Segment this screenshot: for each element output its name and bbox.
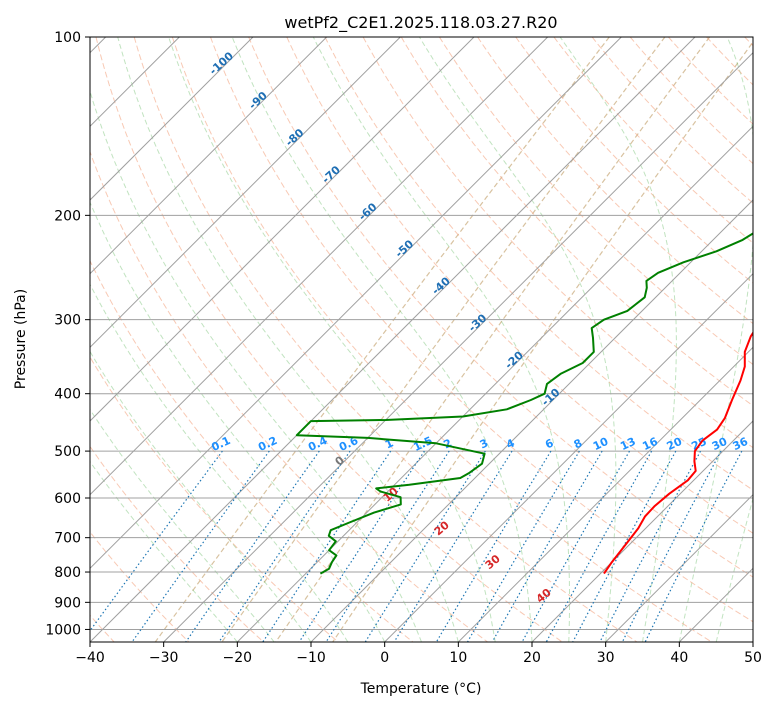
- dry-adiabat-line: [477, 37, 753, 325]
- mixing-ratio-line: [435, 450, 552, 642]
- mixing-ratio-label: 36: [731, 435, 751, 453]
- x-axis-ticks: −40 −30 −20 −10 0 10 20 30 40 50: [75, 642, 762, 666]
- dry-adiabat-line: [133, 37, 638, 642]
- y-tick-label: 600: [54, 491, 81, 507]
- dry-adiabat-line: [400, 37, 753, 407]
- y-tick-label: 500: [54, 444, 81, 460]
- x-tick-label: −30: [149, 650, 179, 666]
- y-tick-label: 800: [54, 565, 81, 581]
- x-tick-label: −20: [223, 650, 253, 666]
- moist-adiabat-line: [418, 37, 617, 642]
- moist-adiabat-line: [90, 408, 275, 642]
- moist-adiabat-line: [678, 37, 753, 642]
- x-tick-label: 30: [597, 650, 615, 666]
- plot-frame: [89, 36, 754, 643]
- isotherm-line: [163, 51, 753, 642]
- x-tick-label: −10: [296, 650, 326, 666]
- isotherm-line: [384, 272, 753, 642]
- dry-adiabat-line: [438, 37, 753, 366]
- dry-adiabat-line: [591, 37, 753, 204]
- isotherm-line: [90, 37, 475, 422]
- moist-adiabat-line: [312, 37, 570, 642]
- mixing-ratio-line: [545, 450, 653, 642]
- x-tick-label: 20: [523, 650, 541, 666]
- y-axis-ticks: 100 200 300 400 500 600 700 800 900 1000: [45, 30, 90, 638]
- mixing-ratio-line: [364, 450, 486, 642]
- isotherm-line: [90, 37, 622, 570]
- mixing-ratio-line: [393, 450, 513, 642]
- y-tick-label: 1000: [45, 622, 81, 638]
- isotherm-line: [457, 346, 753, 642]
- y-tick-label: 100: [54, 30, 81, 46]
- mixing-ratio-line: [131, 450, 270, 642]
- x-tick-label: 0: [380, 650, 389, 666]
- x-tick-label: 40: [670, 650, 688, 666]
- mixing-ratio-line: [466, 450, 580, 642]
- profile-series: [295, 232, 753, 575]
- isotherm-line: [310, 199, 753, 642]
- isotherms: [90, 37, 753, 642]
- dry-adiabat-line: [90, 531, 190, 642]
- mixing-ratio-label: 30: [710, 435, 730, 453]
- dry-adiabat-line: [248, 37, 753, 578]
- temperature-line: [603, 331, 753, 575]
- dry-adiabat-line: [171, 37, 712, 642]
- y-tick-label: 400: [54, 387, 81, 403]
- isotherm-line: [236, 125, 753, 642]
- moist-adiabat-line: [90, 89, 422, 642]
- mixing-ratio-line: [218, 450, 351, 642]
- y-tick-label: 900: [54, 595, 81, 611]
- dry-adiabat-line: [90, 445, 264, 642]
- mixing-ratio-lines: [90, 450, 743, 642]
- moist-adiabat-line: [90, 350, 312, 642]
- mixing-ratio-line: [491, 450, 603, 642]
- moist-adiabat-line: [715, 496, 753, 642]
- mixing-ratio-line: [621, 450, 722, 642]
- isobars: [90, 37, 753, 630]
- y-tick-label: 300: [54, 313, 81, 329]
- y-tick-label: 700: [54, 531, 81, 547]
- isotherm-line: [90, 37, 696, 642]
- dry-adiabat-line: [629, 37, 753, 165]
- dry-adiabats: [90, 37, 753, 642]
- moist-adiabat-line: [90, 283, 349, 642]
- x-tick-label: 50: [744, 650, 762, 666]
- isotherm-line: [531, 420, 753, 642]
- isotherm-line: [605, 493, 753, 642]
- mixing-ratio-line: [185, 450, 320, 642]
- isotherm-line: [90, 37, 549, 496]
- dry-adiabat-line: [362, 37, 753, 449]
- moist-adiabat-line: [559, 37, 677, 642]
- mixing-ratio-label: 10: [591, 435, 611, 453]
- dry-adiabat-line: [95, 37, 563, 642]
- x-tick-label: −40: [75, 650, 105, 666]
- mixing-ratio-label: 16: [640, 435, 660, 453]
- isotherm-line: [90, 37, 254, 201]
- dry-adiabat-line: [515, 37, 753, 284]
- mixing-ratio-label: 20: [665, 435, 685, 453]
- mixing-ratio-label: 13: [618, 435, 637, 453]
- isotherm-line: [90, 37, 328, 275]
- y-axis-label: Pressure (hPa): [13, 289, 29, 389]
- dry-adiabat-line: [210, 37, 753, 623]
- ice-saturation-line: [154, 37, 610, 642]
- moist-adiabat-line: [90, 201, 386, 642]
- chart-title: wetPf2_C2E1.2025.118.03.27.R20: [284, 13, 557, 33]
- dry-adiabat-line: [90, 259, 414, 642]
- ice-saturation-line: [221, 37, 666, 642]
- moist-adiabat-line: [168, 37, 496, 642]
- x-tick-label: 10: [449, 650, 467, 666]
- mixing-ratio-line: [521, 450, 631, 642]
- x-axis-label: Temperature (°C): [360, 681, 482, 697]
- dry-adiabat-line: [90, 356, 339, 642]
- isotherm-line: [90, 37, 401, 349]
- y-tick-label: 200: [54, 208, 81, 224]
- dewpoint-line: [295, 232, 753, 575]
